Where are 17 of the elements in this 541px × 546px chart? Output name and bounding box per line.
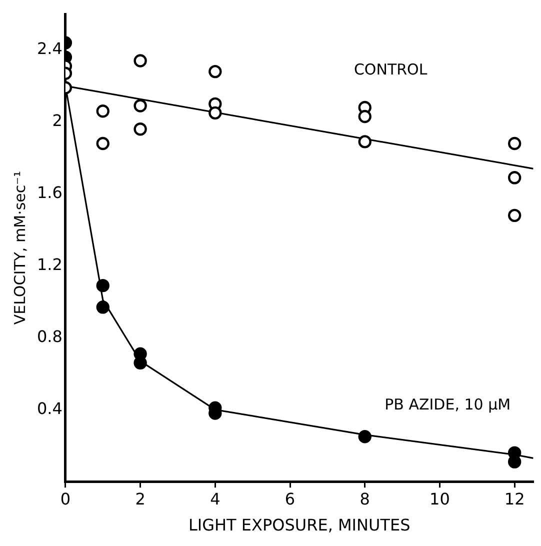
- series-label: CONTROL: [354, 60, 428, 78]
- x-tick-label: 8: [360, 489, 370, 508]
- x-tick-label: 4: [210, 489, 220, 508]
- y-tick-label: 0.8: [36, 326, 62, 346]
- x-tick-label: 0: [60, 489, 71, 508]
- x-axis-title: LIGHT EXPOSURE, MINUTES: [188, 516, 410, 535]
- x-tick-label: 2: [135, 489, 146, 508]
- y-tick-label: 1.6: [36, 183, 62, 202]
- y-tick-label: 2.4: [36, 39, 62, 58]
- y-tick-label: 1.2: [36, 254, 62, 274]
- x-tick-label: 12: [504, 489, 525, 508]
- y-tick-label: 0.4: [36, 398, 62, 418]
- x-tick-label: 6: [284, 489, 296, 508]
- x-tick-label: 10: [430, 489, 450, 508]
- series-label: PB AZIDE, 10 μM: [384, 396, 511, 414]
- y-tick-label: 2: [52, 111, 62, 130]
- y-axis-title: VELOCITY, mM·sec⁻¹: [10, 170, 29, 325]
